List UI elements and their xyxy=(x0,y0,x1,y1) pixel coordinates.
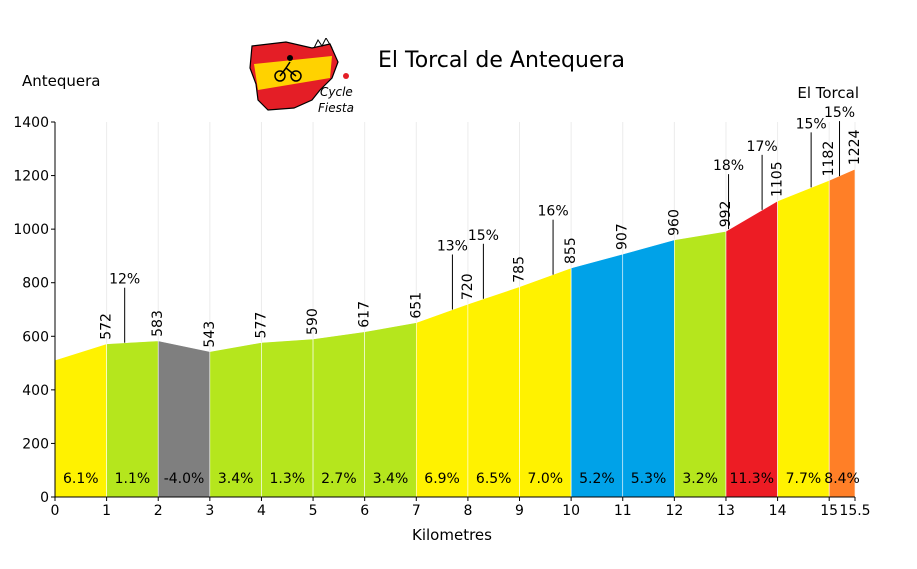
max-gradient-markers: 12%13%15%16%18%17%15%15% xyxy=(109,105,855,343)
gradient-label: -4.0% xyxy=(164,471,205,487)
y-tick-label: 400 xyxy=(22,383,49,399)
y-tick-label: 0 xyxy=(40,490,49,506)
gradient-label: 11.3% xyxy=(730,471,774,487)
elevation-label: 583 xyxy=(150,310,166,337)
elevation-label: 651 xyxy=(408,292,424,319)
bicycle-icon xyxy=(274,70,286,82)
chart-title: El Torcal de Antequera xyxy=(378,48,626,73)
elevation-label: 785 xyxy=(512,256,528,283)
max-gradient-label: 17% xyxy=(747,139,778,155)
x-tick-label: 15 xyxy=(820,503,838,519)
elevation-label: 590 xyxy=(305,308,321,335)
x-tick-label: 12 xyxy=(665,503,683,519)
gradient-label: 1.1% xyxy=(115,471,151,487)
max-gradient-label: 15% xyxy=(796,116,827,132)
elevation-label: 907 xyxy=(615,223,631,250)
x-tick-label: 7 xyxy=(412,503,421,519)
x-tick-label: 5 xyxy=(309,503,318,519)
end-location-label: El Torcal xyxy=(797,84,859,102)
x-tick-label: 0 xyxy=(51,503,60,519)
max-gradient-label: 15% xyxy=(824,105,855,121)
gradient-segment xyxy=(725,200,778,498)
gradient-labels: 6.1% 1.1% -4.0% 3.4% 1.3% 2.7% 3.4% 6.9% 6.5% 7.0… xyxy=(63,471,860,487)
gradient-label: 2.7% xyxy=(321,471,357,487)
gradient-label: 5.2% xyxy=(579,471,615,487)
gradient-label: 6.1% xyxy=(63,471,99,487)
gradient-label: 1.3% xyxy=(269,471,305,487)
max-gradient-label: 15% xyxy=(468,228,499,244)
x-tick-label: 3 xyxy=(205,503,214,519)
elevation-label: 992 xyxy=(718,201,734,228)
x-tick-label: 11 xyxy=(614,503,632,519)
start-location-label: Antequera xyxy=(22,72,101,90)
y-tick-label: 1200 xyxy=(13,169,49,185)
gradient-label: 7.0% xyxy=(528,471,564,487)
gradient-segments xyxy=(54,168,856,498)
y-tick-label: 1400 xyxy=(13,115,49,131)
elevation-label: 617 xyxy=(357,301,373,328)
gradient-label: 3.2% xyxy=(682,471,718,487)
y-tick-label: 200 xyxy=(22,436,49,452)
gradient-label: 6.5% xyxy=(476,471,512,487)
elevation-label: 572 xyxy=(99,313,115,340)
x-axis-label: Kilometres xyxy=(412,526,492,544)
x-tick-label: 2 xyxy=(154,503,163,519)
elevation-label: 855 xyxy=(563,237,579,264)
x-tick-label: 14 xyxy=(769,503,787,519)
gradient-segment xyxy=(674,230,727,498)
x-tick-label: 1 xyxy=(102,503,111,519)
x-tick-label: 10 xyxy=(562,503,580,519)
elevation-label: 1182 xyxy=(821,141,837,177)
gradient-label: 3.4% xyxy=(218,471,254,487)
elevation-label: 577 xyxy=(253,312,269,339)
mountain-icon xyxy=(313,38,333,49)
max-gradient-label: 13% xyxy=(437,239,468,255)
x-tick-label: 6 xyxy=(360,503,369,519)
logo-text-line1: Cycle xyxy=(320,85,353,99)
gradient-label: 7.7% xyxy=(786,471,822,487)
max-gradient-label: 16% xyxy=(538,204,569,220)
gradient-segment xyxy=(467,286,520,498)
elevation-label: 1224 xyxy=(847,129,863,165)
elevation-label: 720 xyxy=(460,273,476,300)
gradient-label: 5.3% xyxy=(631,471,667,487)
gradient-segment xyxy=(415,303,469,498)
cycle-fiesta-logo: Cycle Fiesta xyxy=(249,38,354,115)
elevation-label: 960 xyxy=(666,209,682,236)
gradient-segment xyxy=(570,253,624,498)
y-tick-label: 1000 xyxy=(13,222,49,238)
gradient-segment xyxy=(777,179,830,498)
logo-text-line2: Fiesta xyxy=(318,101,354,115)
x-tick-label: 8 xyxy=(463,503,472,519)
gradient-segment xyxy=(828,168,856,498)
max-gradient-label: 18% xyxy=(713,158,744,174)
x-tick-label: 13 xyxy=(717,503,735,519)
elevation-label: 1105 xyxy=(770,161,786,197)
gradient-label: 3.4% xyxy=(373,471,409,487)
elevation-labels: 572 583 543 577 590 617 651 720 785 855 907 960 992 1… xyxy=(99,129,863,347)
x-tick-label: 4 xyxy=(257,503,266,519)
gradient-segment xyxy=(622,239,675,498)
max-gradient-label: 12% xyxy=(109,272,140,288)
gradient-label: 8.4% xyxy=(824,471,860,487)
x-tick-label: 15.5 xyxy=(839,503,870,519)
x-tick-label: 9 xyxy=(515,503,524,519)
gradient-label: 6.9% xyxy=(424,471,460,487)
gradient-segment xyxy=(519,267,572,498)
y-tick-label: 800 xyxy=(22,276,49,292)
elevation-label: 543 xyxy=(202,321,218,348)
y-tick-label: 600 xyxy=(22,329,49,345)
